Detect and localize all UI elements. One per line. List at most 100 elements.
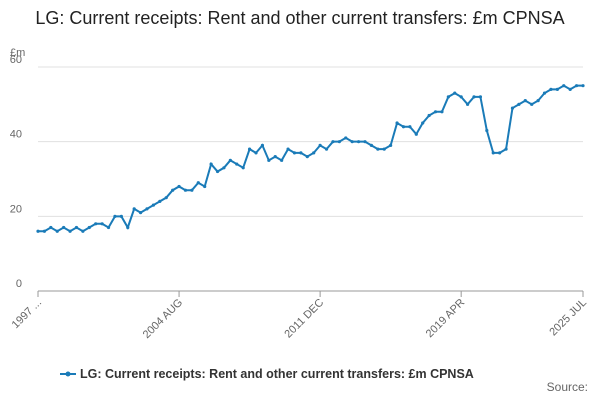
- point: [36, 229, 40, 233]
- point: [337, 140, 341, 144]
- point: [344, 136, 348, 140]
- point: [542, 91, 547, 95]
- point: [273, 155, 277, 159]
- point: [260, 143, 265, 147]
- point: [395, 121, 399, 125]
- point: [376, 147, 380, 151]
- point: [158, 199, 162, 203]
- point: [369, 143, 374, 147]
- point: [433, 110, 438, 114]
- point: [183, 188, 188, 192]
- point: [126, 225, 130, 230]
- chart-title: LG: Current receipts: Rent and other cur…: [35, 8, 565, 28]
- point: [555, 87, 559, 91]
- point: [196, 181, 200, 185]
- point: [305, 155, 309, 159]
- point: [49, 225, 53, 230]
- point: [504, 147, 508, 151]
- point: [119, 214, 123, 218]
- y-tick-label: 60: [10, 54, 22, 66]
- point: [286, 147, 290, 151]
- x-tick-label: 2011 DEC: [282, 297, 326, 341]
- point: [190, 188, 194, 192]
- point: [164, 196, 168, 200]
- point: [171, 188, 175, 192]
- point: [498, 151, 502, 155]
- point: [523, 99, 527, 103]
- point: [401, 125, 406, 129]
- point: [138, 211, 143, 215]
- point: [389, 143, 393, 147]
- point: [382, 147, 386, 151]
- point: [55, 229, 59, 233]
- point: [356, 140, 361, 144]
- point: [363, 140, 367, 144]
- point: [113, 214, 117, 218]
- point: [408, 125, 412, 129]
- point: [517, 102, 521, 106]
- point: [299, 151, 303, 155]
- y-tick-label: 20: [10, 203, 22, 215]
- point: [100, 222, 104, 226]
- y-tick-label: 0: [16, 278, 22, 290]
- point: [446, 95, 450, 99]
- point: [485, 128, 489, 133]
- point: [491, 151, 495, 155]
- point: [267, 158, 271, 162]
- y-tick-label: 40: [10, 129, 22, 141]
- point: [241, 166, 245, 170]
- point: [177, 184, 181, 189]
- point: [312, 151, 316, 155]
- source: Source:: [547, 380, 588, 394]
- point: [132, 207, 136, 211]
- point: [292, 151, 297, 155]
- point: [421, 121, 425, 125]
- point: [472, 95, 476, 99]
- point: [427, 113, 431, 118]
- point: [568, 87, 572, 91]
- point: [94, 222, 98, 226]
- x-tick-label: 1997 ...: [10, 297, 44, 331]
- x-tick-label: 2025 JUL: [547, 297, 589, 339]
- point: [68, 229, 72, 233]
- point: [62, 225, 66, 230]
- x-tick-label: 2004 AUG: [141, 297, 185, 341]
- point: [247, 147, 252, 151]
- point: [254, 151, 258, 155]
- point: [549, 87, 553, 91]
- point: [562, 84, 566, 88]
- point: [222, 166, 226, 170]
- point: [106, 225, 111, 230]
- point: [318, 143, 322, 147]
- point: [414, 132, 418, 136]
- point: [465, 102, 470, 106]
- point: [42, 229, 47, 233]
- point: [209, 162, 213, 166]
- point: [235, 162, 239, 166]
- point: [280, 158, 284, 162]
- legend-label: LG: Current receipts: Rent and other cur…: [80, 367, 474, 381]
- point: [203, 184, 207, 189]
- point: [478, 95, 483, 99]
- x-tick-label: 2019 APR: [424, 297, 468, 341]
- point: [74, 225, 79, 230]
- point: [574, 84, 579, 88]
- point: [145, 207, 149, 211]
- point: [87, 225, 91, 230]
- point: [331, 140, 335, 144]
- point: [350, 140, 354, 144]
- point: [530, 102, 534, 106]
- point: [324, 147, 329, 151]
- point: [440, 110, 444, 114]
- point: [151, 203, 156, 207]
- point: [453, 91, 457, 95]
- point: [228, 158, 232, 162]
- legend-marker: [65, 371, 71, 377]
- point: [81, 229, 85, 233]
- point: [536, 99, 540, 103]
- y-axis-label: £m: [10, 47, 25, 59]
- point: [510, 106, 515, 110]
- series-line: [38, 84, 583, 233]
